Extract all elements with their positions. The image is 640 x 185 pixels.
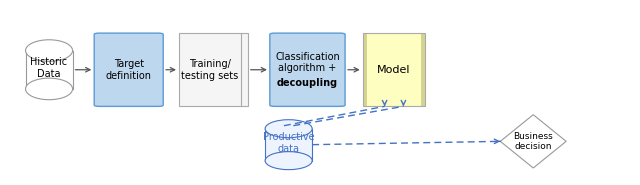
Ellipse shape	[265, 152, 312, 170]
Text: decoupling: decoupling	[277, 78, 338, 88]
FancyBboxPatch shape	[270, 33, 345, 106]
Bar	[363, 33, 426, 106]
Ellipse shape	[26, 40, 72, 61]
Ellipse shape	[265, 120, 312, 138]
Bar	[179, 33, 248, 106]
Text: Historic
Data: Historic Data	[31, 57, 68, 79]
Text: Model: Model	[377, 65, 411, 75]
Bar	[421, 33, 426, 106]
Bar	[265, 129, 312, 161]
Polygon shape	[500, 115, 566, 168]
Bar	[363, 33, 367, 106]
FancyBboxPatch shape	[94, 33, 163, 106]
Text: Training/
testing sets: Training/ testing sets	[181, 59, 239, 80]
Text: Business
decision: Business decision	[513, 132, 553, 151]
Text: Classification
algorithm +: Classification algorithm +	[275, 52, 340, 73]
Ellipse shape	[26, 78, 72, 100]
Bar	[26, 51, 72, 89]
Text: Productive
data: Productive data	[263, 132, 314, 154]
Text: Target
definition: Target definition	[106, 59, 152, 80]
Bar	[367, 33, 421, 106]
